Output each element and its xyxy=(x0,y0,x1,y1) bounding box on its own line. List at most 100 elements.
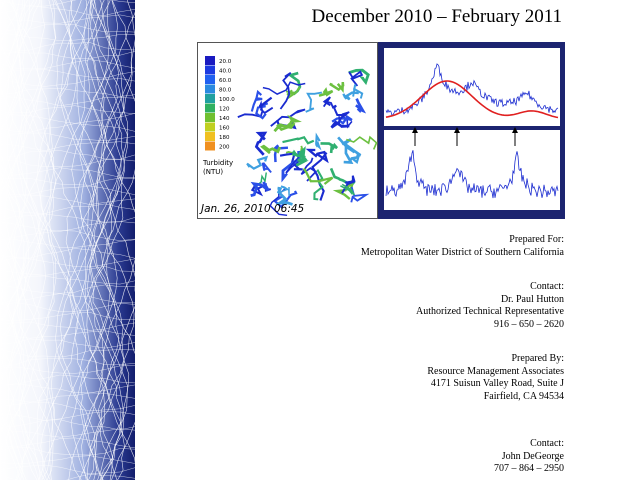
section-line: 916 – 650 – 2620 xyxy=(494,318,564,330)
contact-block: Prepared For: Metropolitan Water District… xyxy=(361,234,564,259)
mesh-line xyxy=(0,59,136,70)
legend-label: 100.0 xyxy=(219,97,235,103)
channel xyxy=(313,169,324,201)
section-line: 707 – 864 – 2950 xyxy=(494,463,564,474)
mesh-line xyxy=(0,150,136,160)
mesh-line xyxy=(0,437,136,449)
channel xyxy=(346,135,378,150)
mesh-line xyxy=(0,0,27,482)
channel xyxy=(332,104,346,124)
legend-swatch xyxy=(205,141,215,151)
section-heading: Prepared By: xyxy=(511,353,565,364)
mesh-line xyxy=(0,42,136,52)
channel xyxy=(348,70,364,87)
legend-swatch xyxy=(205,65,215,75)
mesh-line xyxy=(0,185,136,196)
mesh-line xyxy=(0,473,136,484)
channel xyxy=(250,181,270,197)
channel xyxy=(254,131,268,156)
mesh xyxy=(0,0,143,484)
upper-model xyxy=(385,80,559,119)
mesh-line xyxy=(0,0,31,483)
legend-swatch xyxy=(205,75,215,84)
channel xyxy=(342,91,359,101)
mesh-line xyxy=(70,0,111,483)
channel xyxy=(305,148,329,164)
mesh-line xyxy=(2,0,43,483)
lower-plot xyxy=(384,130,560,210)
mesh-line xyxy=(0,51,136,59)
mesh-line xyxy=(0,374,136,385)
channel xyxy=(341,175,356,194)
mesh-line xyxy=(0,0,28,483)
mesh-line xyxy=(0,248,136,259)
mesh-line xyxy=(74,0,114,483)
contact-block: Prepared By: Resource Management Associat… xyxy=(427,353,564,403)
channel xyxy=(330,119,350,129)
mesh-line xyxy=(0,302,136,312)
legend-swatch xyxy=(205,56,215,65)
cover-figure: 20.0 40.0 60.0 80.0 100.0 120 140 160 180 200 Turb… xyxy=(197,42,565,219)
channel xyxy=(260,144,282,155)
section-heading: Prepared For: xyxy=(509,234,564,245)
channel xyxy=(261,162,272,174)
mesh-line xyxy=(0,0,136,7)
upper-series xyxy=(385,63,559,117)
mesh-line xyxy=(0,230,136,241)
legend-swatch xyxy=(205,132,215,141)
mesh-line xyxy=(0,32,136,42)
map-timestamp: Jan. 26, 2010 06:45 xyxy=(199,203,305,215)
mesh-line xyxy=(0,419,136,431)
contact-block: Contact: Dr. Paul Hutton Authorized Techni… xyxy=(416,281,564,331)
channel xyxy=(273,122,295,133)
mesh-line xyxy=(40,0,79,483)
section-line: John DeGeorge xyxy=(501,450,564,462)
mesh-line xyxy=(0,167,136,178)
mesh-line xyxy=(0,266,136,276)
upper-plot xyxy=(384,48,560,126)
mesh-line xyxy=(0,383,136,394)
channel xyxy=(318,87,334,97)
legend-label: 140 xyxy=(219,116,230,122)
mesh-line xyxy=(0,88,136,97)
channel xyxy=(250,182,272,197)
mesh-line xyxy=(16,0,56,483)
mesh-line xyxy=(0,411,136,421)
map-legend: 20.0 40.0 60.0 80.0 100.0 120 140 160 180 200 Turb… xyxy=(202,56,235,176)
mesh-line xyxy=(87,0,125,483)
mesh-line xyxy=(0,447,136,456)
mesh-line xyxy=(65,0,105,483)
section-line: Resource Management Associates xyxy=(427,365,564,377)
mesh-line xyxy=(59,0,99,483)
mesh-line xyxy=(0,257,136,268)
legend-swatch xyxy=(205,113,215,122)
plot-lines xyxy=(385,63,559,199)
mesh-line xyxy=(0,330,136,339)
legend-label: 40.0 xyxy=(219,69,232,75)
mesh-line xyxy=(0,123,136,133)
mesh-line xyxy=(79,0,120,483)
mesh-line xyxy=(16,0,55,483)
section-line: Authorized Technical Representative xyxy=(416,306,564,317)
legend-label: 200 xyxy=(219,145,230,151)
section-heading: Contact: xyxy=(530,281,564,292)
channel xyxy=(337,136,356,164)
legend-title: (NTU) xyxy=(203,168,223,176)
mesh-line xyxy=(0,24,136,33)
channel xyxy=(348,68,370,86)
report-title: December 2010 – February 2011 xyxy=(311,6,562,27)
channel xyxy=(295,146,309,167)
channel xyxy=(322,96,335,109)
arrow-head xyxy=(412,127,418,133)
mesh-line xyxy=(0,455,136,465)
mesh-line xyxy=(17,0,57,483)
contact-block: Contact: John DeGeorge 707 – 864 – 2950 xyxy=(494,438,564,476)
channel xyxy=(272,190,298,209)
mesh-line xyxy=(0,428,136,438)
legend-label: 20.0 xyxy=(219,59,232,65)
mesh-line xyxy=(49,0,88,483)
mesh-line xyxy=(0,105,136,115)
mesh-line xyxy=(86,0,125,483)
channel xyxy=(352,84,364,99)
